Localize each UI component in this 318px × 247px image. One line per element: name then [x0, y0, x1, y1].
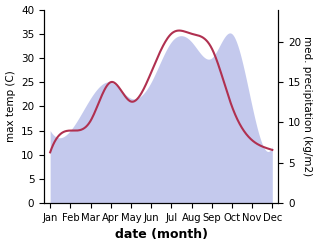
Y-axis label: max temp (C): max temp (C)	[5, 70, 16, 142]
Y-axis label: med. precipitation (kg/m2): med. precipitation (kg/m2)	[302, 36, 313, 176]
X-axis label: date (month): date (month)	[115, 228, 208, 242]
